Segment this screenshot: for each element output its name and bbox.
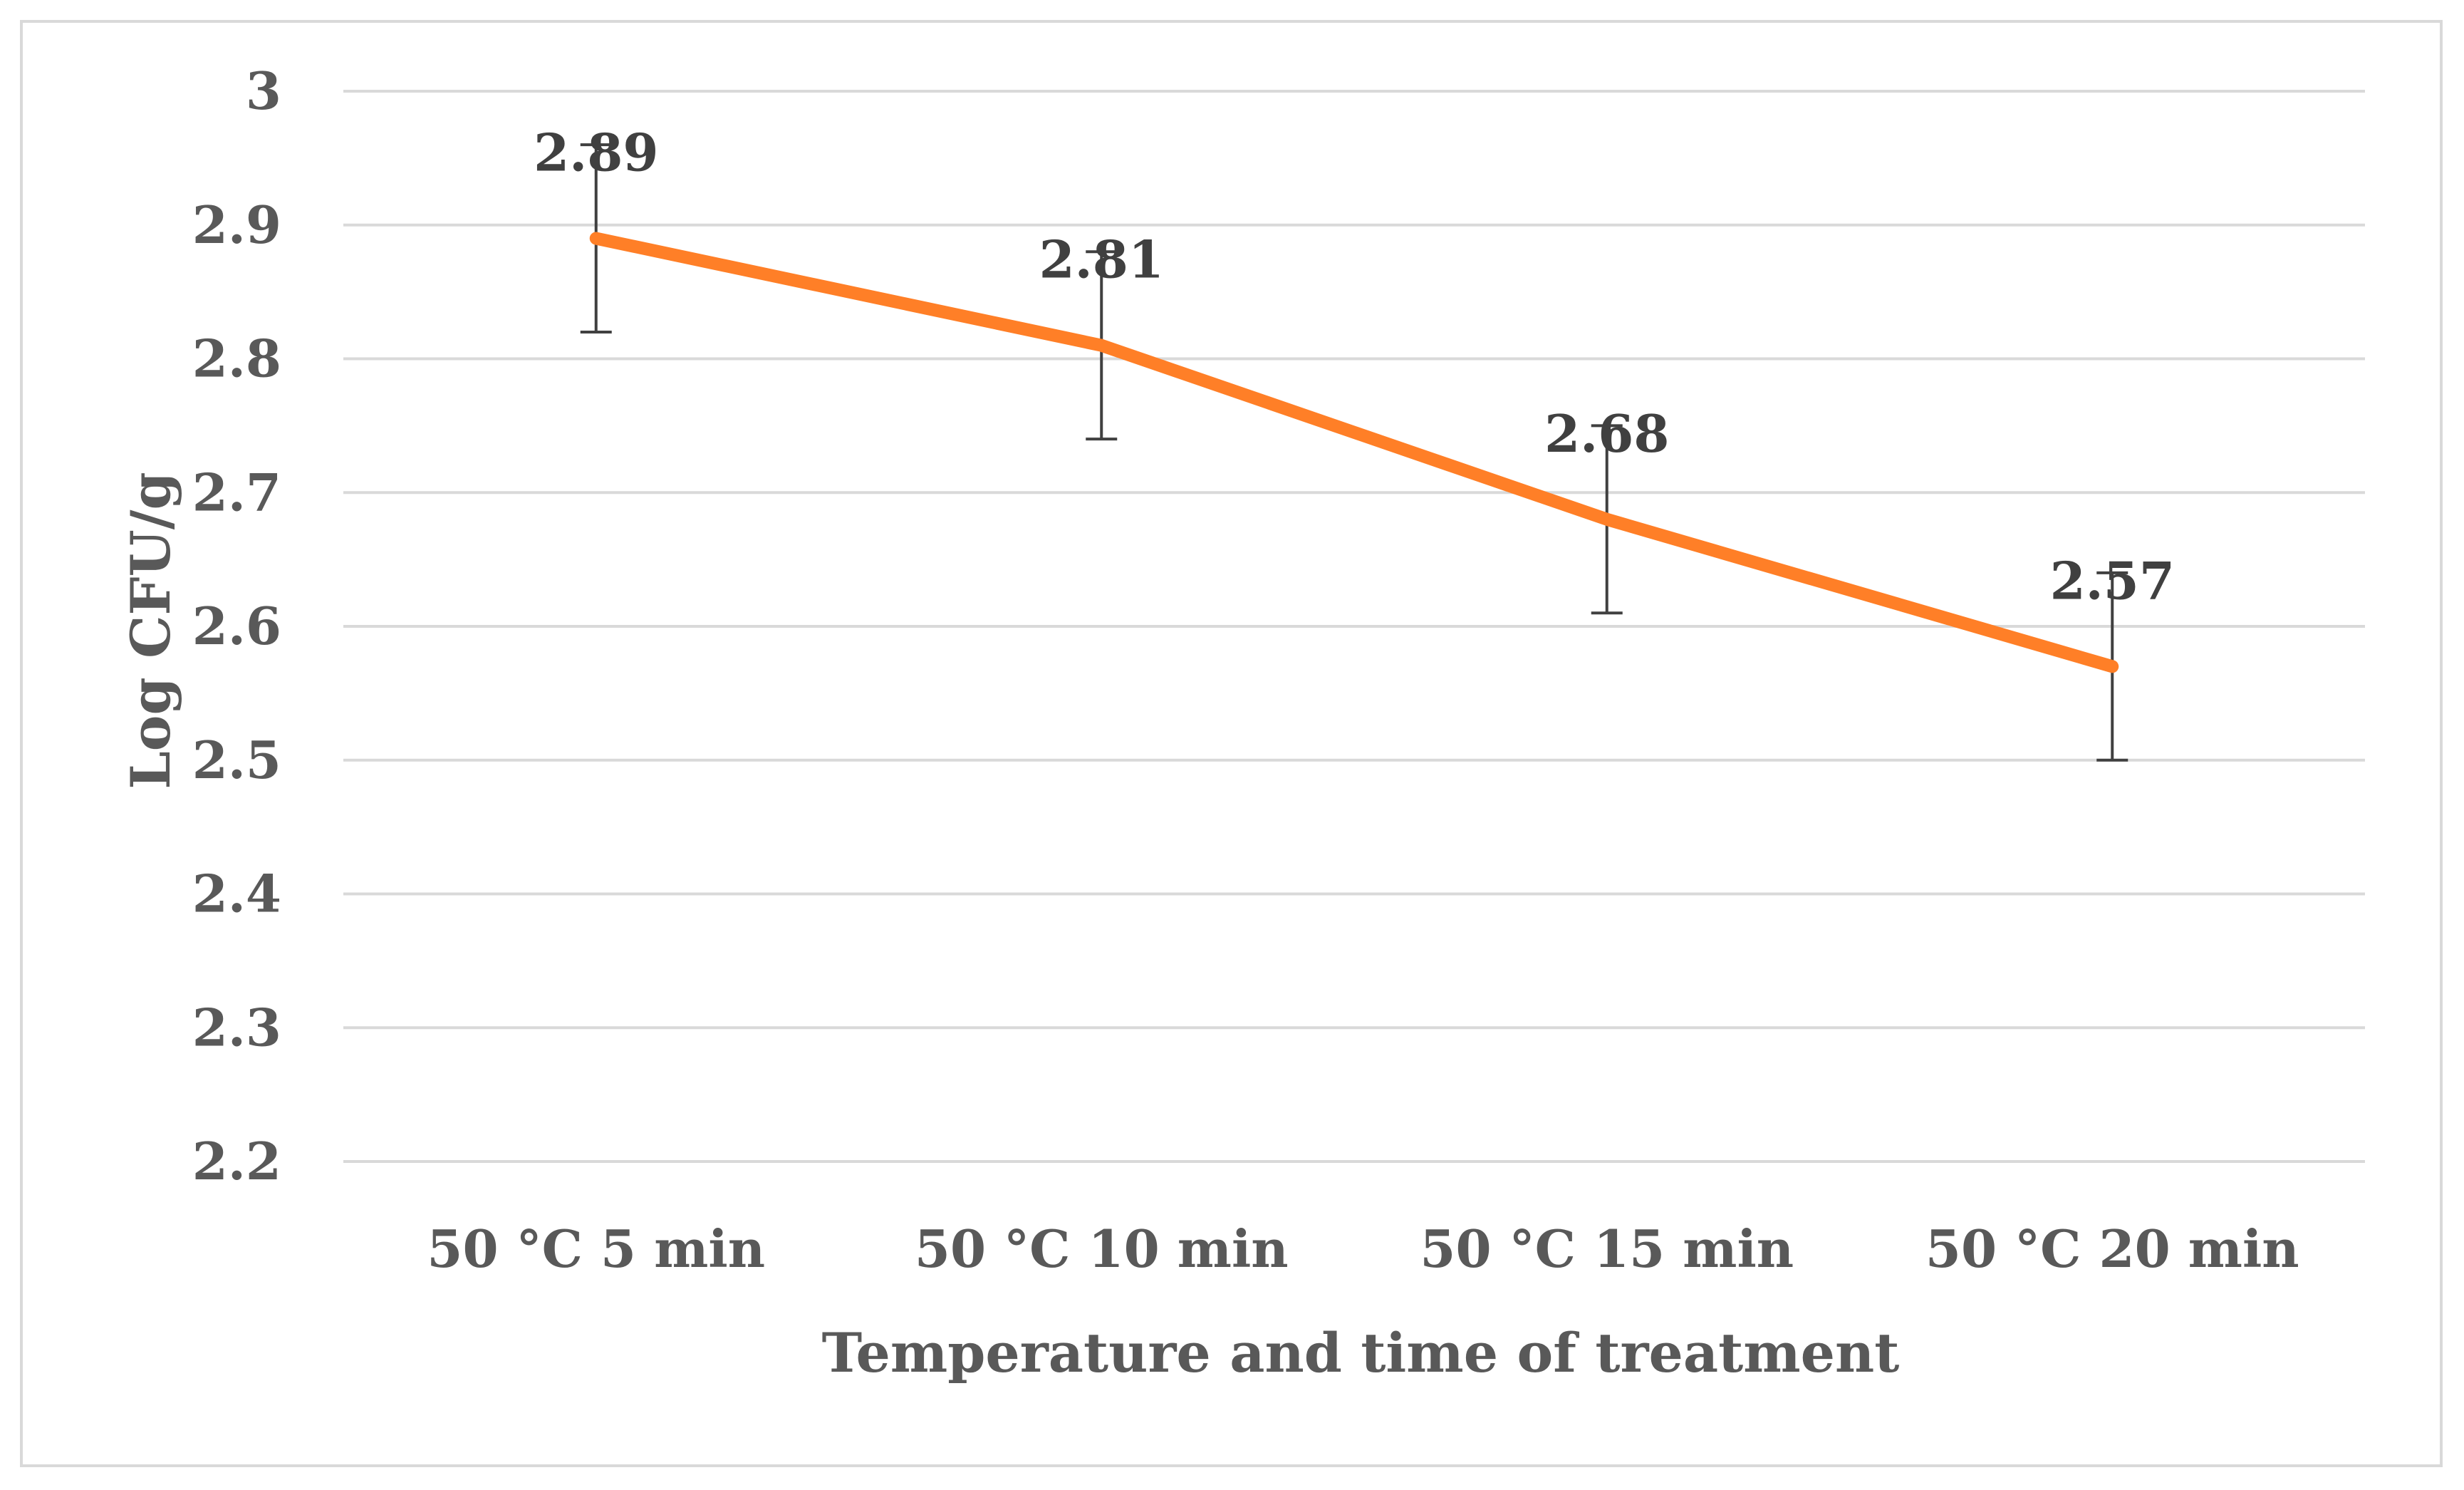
- data-label: 2.89: [534, 123, 658, 183]
- y-tick-label: 2.5: [192, 730, 281, 790]
- y-axis-title: Log CFU/g: [119, 472, 182, 789]
- series-line-group: [589, 232, 2119, 673]
- y-tick-label: 2.7: [192, 462, 281, 522]
- x-tick-label: 50 °C 10 min: [915, 1219, 1289, 1279]
- gridlines: [343, 90, 2365, 1163]
- y-tick-label: 2.4: [192, 864, 281, 924]
- error-bars: [580, 143, 2128, 762]
- series-line: [589, 232, 2119, 673]
- data-label: 2.68: [1544, 403, 1669, 464]
- y-tick-label: 2.6: [192, 596, 281, 656]
- y-tick-label: 2.3: [192, 997, 281, 1057]
- data-label: 2.57: [2050, 550, 2175, 611]
- x-tick-label: 50 °C 15 min: [1420, 1219, 1794, 1279]
- data-label: 2.81: [1039, 229, 1164, 290]
- chart-frame: [20, 20, 2443, 1467]
- y-tick-label: 2.8: [192, 328, 281, 389]
- x-axis-title: Temperature and time of treatment: [822, 1321, 1900, 1385]
- x-axis-ticks: 50 °C 5 min 50 °C 10 min 50 °C 15 min 50 °C…: [427, 1219, 2299, 1279]
- data-labels: 2.89 2.81 2.68 2.57: [534, 123, 2175, 611]
- x-tick-label: 50 °C 5 min: [427, 1219, 765, 1279]
- y-tick-label: 2.9: [192, 195, 281, 255]
- y-tick-label: 2.2: [192, 1131, 281, 1191]
- y-axis-ticks: 2.2 2.3 2.4 2.5 2.6 2.7 2.8 2.9 3: [192, 61, 281, 1191]
- y-tick-label: 3: [246, 61, 281, 121]
- x-tick-label: 50 °C 20 min: [1925, 1219, 2299, 1279]
